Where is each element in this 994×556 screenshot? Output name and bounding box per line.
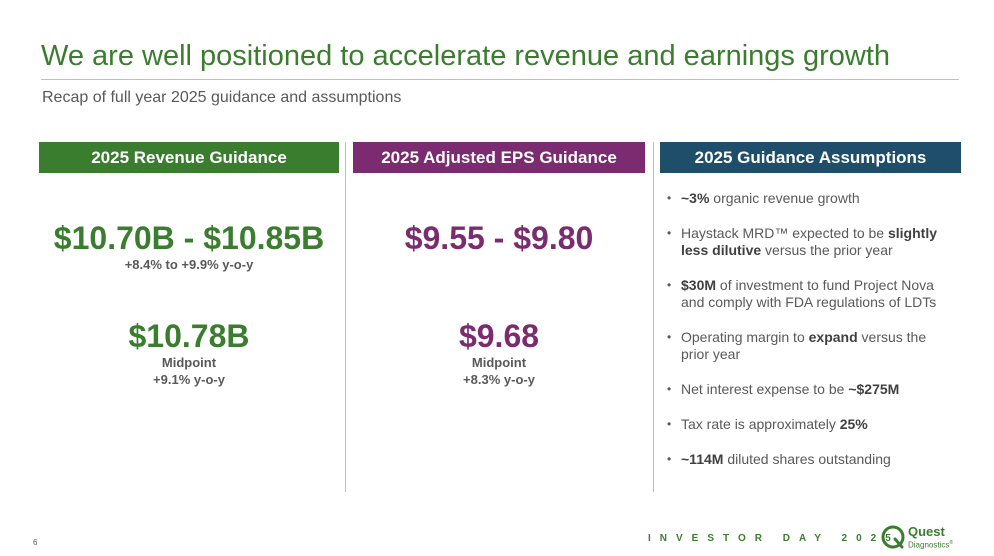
eps-midpoint-block: $9.68 Midpoint +8.3% y-o-y <box>353 318 645 388</box>
assumption-text: diluted shares outstanding <box>723 451 891 467</box>
column-divider <box>345 142 346 492</box>
eps-guidance-header: 2025 Adjusted EPS Guidance <box>353 142 645 173</box>
quest-logo-icon <box>881 525 905 549</box>
bullet-icon: • <box>667 382 672 396</box>
assumption-emphasis: ~$275M <box>848 381 900 397</box>
assumption-emphasis: ~114M <box>681 451 724 467</box>
assumption-text: of investment to fund Project Nova and c… <box>681 277 937 310</box>
logo-subtext-word: Diagnostics <box>908 540 950 550</box>
eps-midpoint-label: Midpoint <box>471 355 527 370</box>
eps-range: $9.55 - $9.80 <box>404 220 594 256</box>
assumption-text: Haystack MRD™ expected to be <box>681 225 888 241</box>
bullet-icon: • <box>667 330 672 344</box>
eps-midpoint-value: $9.68 <box>458 318 540 354</box>
assumption-emphasis: 25% <box>839 416 868 432</box>
eps-midpoint-growth: +8.3% y-o-y <box>463 372 535 387</box>
assumption-emphasis: slightly less dilutive <box>681 225 937 258</box>
assumption-text: versus the prior year <box>681 329 927 362</box>
revenue-midpoint-value: $10.78B <box>128 318 250 354</box>
page-title: We are well positioned to accelerate rev… <box>41 40 891 72</box>
logo-wordmark: Quest <box>908 524 945 539</box>
eps-range-block: $9.55 - $9.80 <box>353 220 645 256</box>
assumption-text: versus the prior year <box>761 242 893 258</box>
revenue-range-growth: +8.4% to +9.9% y-o-y <box>124 257 254 272</box>
assumption-emphasis: expand <box>808 329 858 345</box>
revenue-range: $10.70B - $10.85B <box>53 220 325 256</box>
logo-subtext: Diagnostics® <box>908 539 953 550</box>
page-subtitle: Recap of full year 2025 guidance and ass… <box>42 89 402 106</box>
bullet-icon: • <box>667 278 672 292</box>
assumption-text: Tax rate is approximately <box>681 416 840 432</box>
assumption-item: • Net interest expense to be ~$275M <box>667 381 957 398</box>
assumption-text: Operating margin to <box>681 329 809 345</box>
assumption-item: • Haystack MRD™ expected to be slightly l… <box>667 225 957 259</box>
revenue-guidance-header: 2025 Revenue Guidance <box>39 142 339 173</box>
assumption-emphasis: ~3% <box>681 190 710 206</box>
revenue-midpoint-label: Midpoint <box>161 355 217 370</box>
bullet-icon: • <box>667 417 672 431</box>
page-number: 6 <box>33 538 38 547</box>
assumption-emphasis: $30M <box>681 277 717 293</box>
revenue-range-block: $10.70B - $10.85B +8.4% to +9.9% y-o-y <box>39 220 339 273</box>
bullet-icon: • <box>667 191 672 205</box>
event-label: INVESTOR DAY 2025 <box>648 533 900 544</box>
assumption-item: • $30M of investment to fund Project Nova… <box>667 277 957 311</box>
title-divider <box>41 79 959 80</box>
assumption-item: • ~3% organic revenue growth <box>667 190 957 207</box>
assumption-text: Net interest expense to be <box>681 381 849 397</box>
bullet-icon: • <box>667 452 672 466</box>
column-divider <box>653 142 654 492</box>
assumption-item: • ~114M diluted shares outstanding <box>667 451 957 468</box>
quest-logo: Quest Diagnostics® <box>881 523 971 553</box>
assumption-text: organic revenue growth <box>709 190 860 206</box>
bullet-icon: • <box>667 226 672 240</box>
logo-registered-mark: ® <box>949 540 954 546</box>
revenue-midpoint-block: $10.78B Midpoint +9.1% y-o-y <box>39 318 339 388</box>
assumption-item: • Tax rate is approximately 25% <box>667 416 957 433</box>
assumptions-header: 2025 Guidance Assumptions <box>660 142 961 173</box>
revenue-midpoint-growth: +9.1% y-o-y <box>153 372 225 387</box>
assumptions-list: • ~3% organic revenue growth • Haystack MR… <box>667 190 957 468</box>
assumption-item: • Operating margin to expand versus the p… <box>667 329 957 363</box>
